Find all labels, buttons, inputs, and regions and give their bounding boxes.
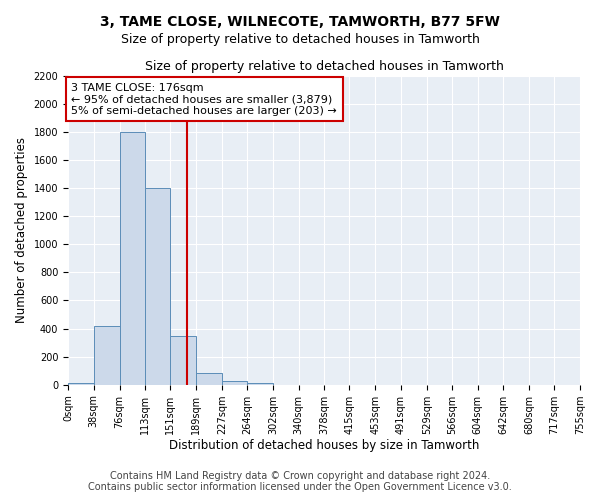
Bar	[94, 326, 119, 384]
Bar	[68, 382, 94, 384]
Bar	[196, 374, 222, 384]
Y-axis label: Number of detached properties: Number of detached properties	[15, 137, 28, 323]
Text: 3 TAME CLOSE: 176sqm
← 95% of detached houses are smaller (3,879)
5% of semi-det: 3 TAME CLOSE: 176sqm ← 95% of detached h…	[71, 82, 337, 116]
Text: 3, TAME CLOSE, WILNECOTE, TAMWORTH, B77 5FW: 3, TAME CLOSE, WILNECOTE, TAMWORTH, B77 …	[100, 15, 500, 29]
Bar	[119, 132, 145, 384]
Text: Size of property relative to detached houses in Tamworth: Size of property relative to detached ho…	[121, 32, 479, 46]
Title: Size of property relative to detached houses in Tamworth: Size of property relative to detached ho…	[145, 60, 503, 73]
Bar	[247, 382, 273, 384]
Text: Contains HM Land Registry data © Crown copyright and database right 2024.
Contai: Contains HM Land Registry data © Crown c…	[88, 471, 512, 492]
Bar	[145, 188, 170, 384]
Bar	[222, 380, 247, 384]
X-axis label: Distribution of detached houses by size in Tamworth: Distribution of detached houses by size …	[169, 440, 479, 452]
Bar	[170, 336, 196, 384]
